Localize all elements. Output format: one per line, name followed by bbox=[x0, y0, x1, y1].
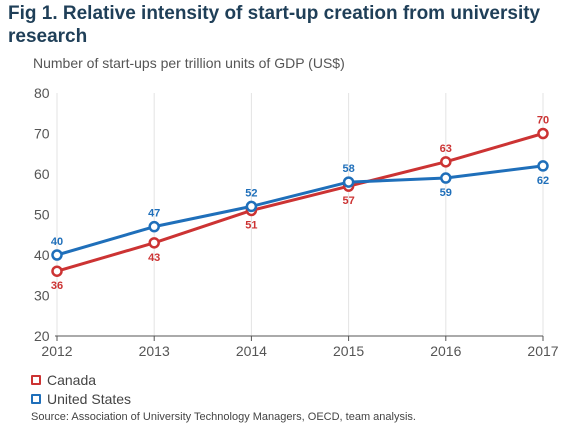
legend-item-united-states: United States bbox=[31, 389, 131, 408]
y-tick-label-80: 80 bbox=[34, 85, 50, 101]
chart-title: Fig 1. Relative intensity of start-up cr… bbox=[8, 3, 541, 47]
data-point-united-states-2012 bbox=[51, 249, 63, 261]
data-point-united-states-2014 bbox=[245, 200, 258, 213]
data-label-canada-2016: 63 bbox=[440, 143, 452, 155]
y-tick-label-30: 30 bbox=[34, 288, 50, 304]
y-tick-label-60: 60 bbox=[34, 166, 50, 182]
legend-swatch-united-states bbox=[31, 393, 41, 404]
y-tick-label-20: 20 bbox=[34, 328, 50, 344]
x-tick-label-2012: 2012 bbox=[41, 343, 72, 359]
data-label-canada-2017: 70 bbox=[537, 115, 549, 127]
x-tick-label-2014: 2014 bbox=[236, 343, 267, 359]
legend-label-canada: Canada bbox=[47, 371, 97, 388]
data-label-united-states-2014: 52 bbox=[245, 187, 257, 199]
data-point-canada-2012 bbox=[51, 265, 63, 277]
source-note: Source: Association of University Techno… bbox=[31, 411, 416, 423]
data-point-canada-2016 bbox=[440, 156, 452, 168]
data-label-united-states-2012: 40 bbox=[51, 236, 63, 248]
x-tick-label-2016: 2016 bbox=[430, 343, 461, 359]
data-point-united-states-2015 bbox=[342, 176, 355, 188]
y-tick-label-40: 40 bbox=[34, 247, 50, 263]
series-line-canada bbox=[56, 132, 544, 273]
legend-item-canada: Canada bbox=[31, 370, 131, 389]
x-tick-label-2017: 2017 bbox=[527, 343, 558, 359]
legend: Canada United States bbox=[31, 370, 131, 408]
legend-label-united-states: United States bbox=[47, 390, 132, 407]
data-label-united-states-2017: 62 bbox=[537, 175, 549, 187]
data-label-canada-2014: 51 bbox=[245, 219, 257, 231]
series-line-united-states bbox=[56, 164, 544, 257]
y-axis-label: Number of start-ups per trillion units o… bbox=[33, 55, 345, 71]
data-label-united-states-2015: 58 bbox=[342, 163, 354, 175]
legend-swatch-canada bbox=[31, 374, 41, 385]
data-label-united-states-2016: 59 bbox=[440, 187, 452, 199]
data-label-canada-2012: 36 bbox=[51, 280, 63, 292]
data-point-united-states-2013 bbox=[148, 220, 160, 233]
y-tick-label-70: 70 bbox=[34, 126, 50, 142]
data-point-united-states-2016 bbox=[440, 172, 452, 184]
data-label-united-states-2013: 47 bbox=[148, 208, 160, 220]
x-tick-label-2013: 2013 bbox=[139, 343, 170, 359]
data-label-canada-2013: 43 bbox=[148, 252, 160, 264]
y-tick-label-50: 50 bbox=[34, 207, 50, 223]
data-point-united-states-2017 bbox=[537, 160, 549, 172]
data-point-canada-2017 bbox=[537, 127, 549, 140]
data-point-canada-2013 bbox=[148, 237, 160, 249]
data-label-canada-2015: 57 bbox=[342, 195, 354, 207]
x-tick-label-2015: 2015 bbox=[333, 343, 364, 359]
